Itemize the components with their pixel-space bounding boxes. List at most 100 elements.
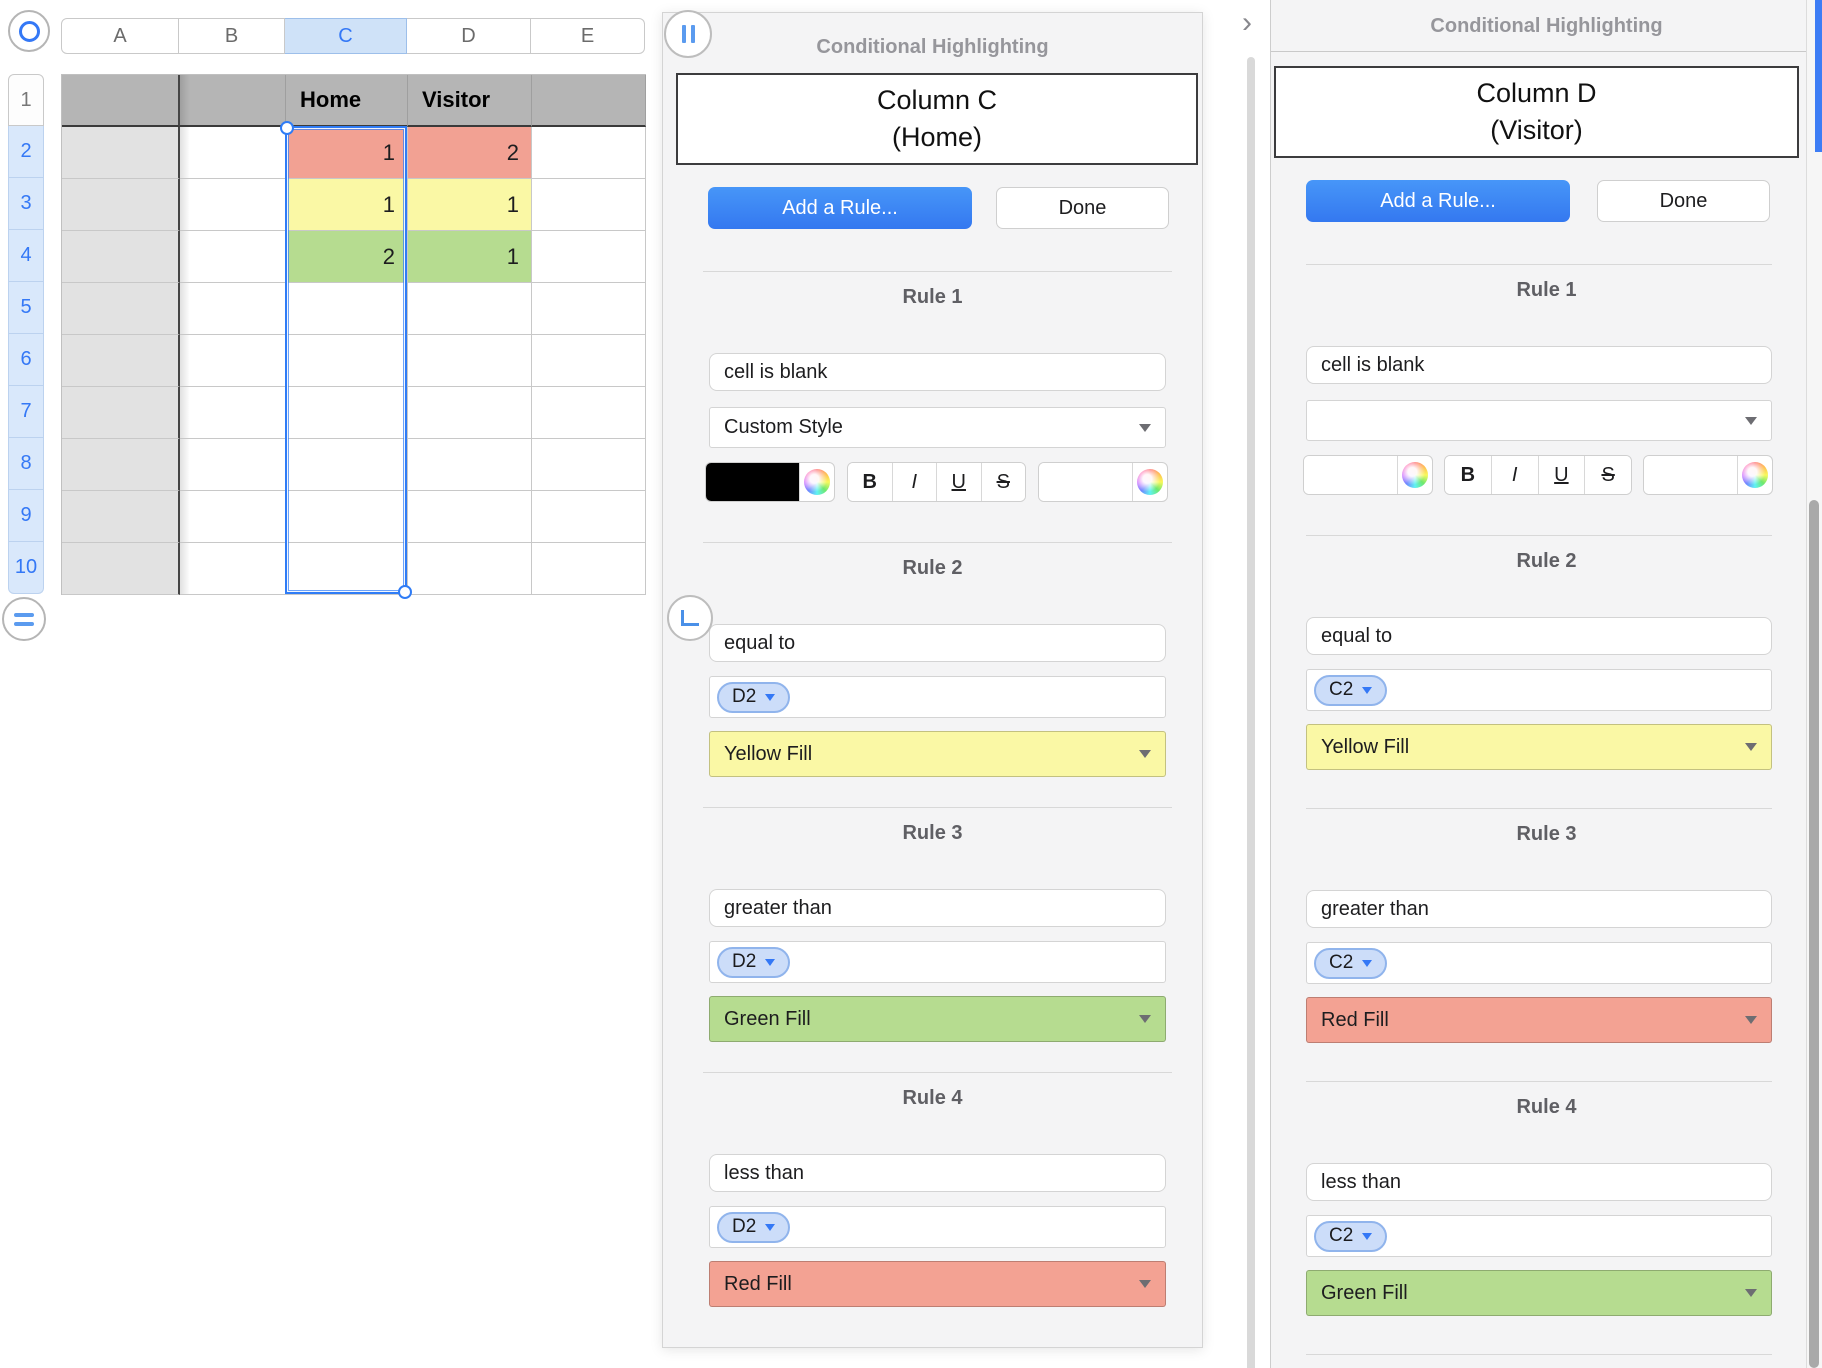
italic-button[interactable]: I <box>891 463 936 501</box>
sidebar-scrollbar-thumb[interactable] <box>1809 500 1819 1368</box>
column-header-d[interactable]: D <box>407 18 531 54</box>
column-header-e[interactable]: E <box>531 18 645 54</box>
table-cell[interactable] <box>532 543 646 595</box>
cell-reference-token[interactable]: C2 <box>1314 947 1388 979</box>
column-header-a[interactable]: A <box>61 18 179 54</box>
add-rule-button[interactable]: Add a Rule... <box>708 187 972 229</box>
rule-4-value-field[interactable]: C2 <box>1306 1215 1772 1257</box>
table-cell[interactable] <box>180 439 286 491</box>
table-select-handle[interactable] <box>8 10 50 52</box>
add-rule-button[interactable]: Add a Rule... <box>1306 180 1570 222</box>
done-button[interactable]: Done <box>996 187 1169 229</box>
row-header-9[interactable]: 9 <box>8 490 44 542</box>
table-cell-visitor-header[interactable]: Visitor <box>408 75 532 127</box>
row-header-1[interactable]: 1 <box>8 74 44 126</box>
table-cell[interactable] <box>532 439 646 491</box>
rule-3-condition-field[interactable]: greater than <box>709 889 1166 927</box>
color-wheel-icon[interactable] <box>1402 462 1428 488</box>
table-cell[interactable] <box>532 335 646 387</box>
selection-outline[interactable] <box>280 121 412 599</box>
table-menu-handle[interactable] <box>2 597 46 641</box>
row-header-7[interactable]: 7 <box>8 386 44 438</box>
rule-2-fill-dropdown[interactable]: Yellow Fill <box>1306 724 1772 770</box>
fill-color-swatch[interactable] <box>1643 455 1773 495</box>
table-cell[interactable] <box>62 75 180 127</box>
table-cell[interactable] <box>408 335 532 387</box>
table-cell-d3[interactable]: 1 <box>408 179 532 231</box>
table-cell[interactable] <box>532 179 646 231</box>
table-cell[interactable] <box>408 439 532 491</box>
table-cell[interactable] <box>286 387 408 439</box>
rule-2-condition-field[interactable]: equal to <box>1306 617 1772 655</box>
table-cell[interactable] <box>180 127 286 179</box>
rule-2-value-field[interactable]: C2 <box>1306 669 1772 711</box>
bold-button[interactable]: B <box>848 463 892 501</box>
table-cell[interactable] <box>62 283 180 335</box>
table-cell[interactable] <box>532 387 646 439</box>
rule-2-condition-field[interactable]: equal to <box>709 624 1166 662</box>
rule-2-fill-dropdown[interactable]: Yellow Fill <box>709 731 1166 777</box>
table-cell[interactable] <box>62 127 180 179</box>
rule-4-condition-field[interactable]: less than <box>709 1154 1166 1192</box>
rule-1-style-dropdown[interactable]: Custom Style <box>709 407 1166 448</box>
cell-reference-token[interactable]: C2 <box>1314 674 1388 706</box>
fill-color-swatch[interactable] <box>1038 462 1168 502</box>
selection-handle-bottom[interactable] <box>398 585 412 599</box>
italic-button[interactable]: I <box>1490 456 1538 494</box>
table-cell[interactable] <box>62 335 180 387</box>
table-cell[interactable] <box>180 335 286 387</box>
rule-1-condition-field[interactable]: cell is blank <box>709 353 1166 391</box>
rule-3-value-field[interactable]: C2 <box>1306 942 1772 984</box>
table-cell[interactable] <box>286 439 408 491</box>
rule-4-fill-dropdown[interactable]: Green Fill <box>1306 1270 1772 1316</box>
rule-4-value-field[interactable]: D2 <box>709 1206 1166 1248</box>
rule-1-condition-field[interactable]: cell is blank <box>1306 346 1772 384</box>
rule-4-condition-field[interactable]: less than <box>1306 1163 1772 1201</box>
table-cell[interactable] <box>532 491 646 543</box>
color-wheel-icon[interactable] <box>1137 469 1163 495</box>
table-cell[interactable] <box>62 543 180 595</box>
table-cell[interactable] <box>408 491 532 543</box>
bold-button[interactable]: B <box>1445 456 1491 494</box>
table-cell[interactable] <box>62 491 180 543</box>
table-cell[interactable] <box>408 283 532 335</box>
row-header-5[interactable]: 5 <box>8 282 44 334</box>
panel-expand-chevron[interactable]: › <box>1242 6 1252 39</box>
cell-reference-token[interactable]: D2 <box>717 946 791 978</box>
table-cell[interactable] <box>180 231 286 283</box>
table-cell[interactable] <box>286 283 408 335</box>
strikethrough-button[interactable]: S <box>1584 456 1631 494</box>
table-cell-c4[interactable]: 2 <box>286 231 408 283</box>
cell-reference-token[interactable]: C2 <box>1314 1220 1388 1252</box>
table-cell[interactable] <box>532 75 646 127</box>
table-cell[interactable] <box>286 491 408 543</box>
table-cell[interactable] <box>532 231 646 283</box>
text-color-swatch[interactable] <box>705 462 835 502</box>
strikethrough-button[interactable]: S <box>980 463 1025 501</box>
column-header-c[interactable]: C <box>285 18 407 54</box>
row-header-10[interactable]: 10 <box>8 542 44 594</box>
underline-button[interactable]: U <box>936 463 981 501</box>
popover-drag-handle[interactable] <box>664 10 712 58</box>
done-button[interactable]: Done <box>1597 180 1770 222</box>
row-header-6[interactable]: 6 <box>8 334 44 386</box>
rule-3-fill-dropdown[interactable]: Green Fill <box>709 996 1166 1042</box>
table-cell-c3[interactable]: 1 <box>286 179 408 231</box>
underline-button[interactable]: U <box>1537 456 1585 494</box>
rule-3-condition-field[interactable]: greater than <box>1306 890 1772 928</box>
color-wheel-icon[interactable] <box>1742 462 1768 488</box>
table-cell[interactable] <box>180 387 286 439</box>
color-wheel-icon[interactable] <box>804 469 830 495</box>
table-cell[interactable] <box>286 543 408 595</box>
rule-4-fill-dropdown[interactable]: Red Fill <box>709 1261 1166 1307</box>
table-cell[interactable] <box>180 283 286 335</box>
table-cell-d4[interactable]: 1 <box>408 231 532 283</box>
popover-corner-handle[interactable] <box>667 595 713 641</box>
rule-2-value-field[interactable]: D2 <box>709 676 1166 718</box>
row-header-3[interactable]: 3 <box>8 178 44 230</box>
table-cell[interactable] <box>532 283 646 335</box>
table-cell[interactable] <box>62 439 180 491</box>
row-header-8[interactable]: 8 <box>8 438 44 490</box>
row-header-2[interactable]: 2 <box>8 126 44 178</box>
table-cell[interactable] <box>62 387 180 439</box>
